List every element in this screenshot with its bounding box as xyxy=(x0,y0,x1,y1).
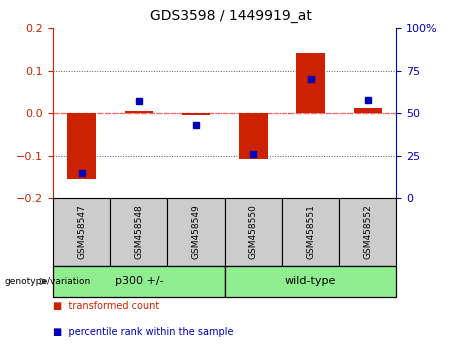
Text: p300 +/-: p300 +/- xyxy=(115,276,163,286)
Bar xyxy=(225,198,282,266)
Bar xyxy=(53,198,110,266)
Bar xyxy=(282,198,339,266)
Text: GSM458549: GSM458549 xyxy=(192,205,201,259)
Text: GSM458550: GSM458550 xyxy=(249,204,258,259)
Text: GSM458551: GSM458551 xyxy=(306,204,315,259)
Bar xyxy=(239,113,268,159)
Bar xyxy=(182,113,210,115)
Bar xyxy=(53,266,225,297)
Text: GSM458548: GSM458548 xyxy=(134,205,143,259)
Text: GDS3598 / 1449919_at: GDS3598 / 1449919_at xyxy=(149,9,312,23)
Bar xyxy=(339,198,396,266)
Text: ■  percentile rank within the sample: ■ percentile rank within the sample xyxy=(53,327,234,337)
Text: wild-type: wild-type xyxy=(285,276,336,286)
Bar xyxy=(225,266,396,297)
Bar xyxy=(110,198,167,266)
Text: genotype/variation: genotype/variation xyxy=(5,277,91,286)
Bar xyxy=(296,52,325,113)
Text: GSM458547: GSM458547 xyxy=(77,205,86,259)
Bar xyxy=(67,113,96,179)
Bar xyxy=(124,111,153,113)
Bar xyxy=(354,108,382,113)
Text: ■  transformed count: ■ transformed count xyxy=(53,301,159,311)
Text: GSM458552: GSM458552 xyxy=(363,205,372,259)
Bar xyxy=(167,198,225,266)
